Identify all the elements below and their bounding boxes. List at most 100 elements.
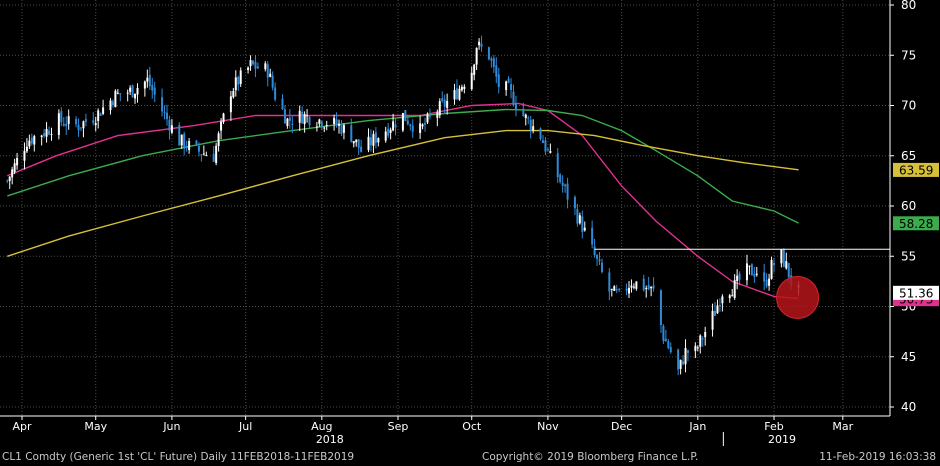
candle-body — [306, 115, 309, 117]
candle-body — [266, 64, 269, 78]
candle-body — [151, 84, 154, 91]
candle-body — [232, 90, 235, 98]
candle-body — [770, 260, 773, 279]
candle-body — [28, 140, 31, 147]
candle-body — [99, 113, 102, 116]
candle-body — [610, 288, 613, 290]
candle-body — [510, 84, 513, 91]
candle-body — [696, 347, 699, 349]
candle-body — [556, 153, 559, 178]
candle-body — [200, 154, 203, 156]
candle-body — [630, 285, 633, 288]
x-tick-label: Feb — [764, 420, 783, 433]
candle-body — [165, 112, 168, 120]
candle-body — [662, 325, 665, 342]
candle-body — [340, 123, 343, 134]
candle-body — [116, 92, 119, 94]
candle-body — [753, 273, 756, 277]
candle-body — [581, 216, 584, 232]
y-tick-label: 45 — [901, 350, 916, 364]
candle-body — [301, 111, 304, 124]
candle-body — [487, 47, 490, 60]
candle-body — [522, 108, 525, 117]
candle-body — [650, 286, 653, 289]
candle-body — [13, 163, 16, 172]
candle-body — [524, 114, 527, 119]
candle-body — [377, 138, 380, 143]
x-tick-label: Aug — [311, 420, 332, 433]
candle-body — [320, 121, 323, 128]
ma-value-box — [893, 216, 939, 231]
candle-body — [33, 136, 36, 145]
x-tick-label: May — [84, 420, 107, 433]
candle-body — [136, 88, 139, 95]
x-year-label: 2019 — [768, 433, 796, 446]
candle-body — [406, 120, 409, 125]
candle-body — [45, 128, 48, 137]
candle-body — [436, 112, 439, 118]
x-tick-label: Jul — [238, 420, 252, 433]
highlight-circle — [776, 275, 820, 319]
candle-body — [642, 278, 645, 291]
ma-value-box — [893, 162, 939, 177]
candle-body — [57, 113, 60, 135]
candle-body — [77, 124, 80, 131]
candle-body — [421, 124, 424, 127]
candle-body — [593, 246, 596, 256]
candle-body — [134, 93, 137, 99]
candle-body — [559, 174, 562, 183]
candle-body — [215, 145, 218, 164]
candle-body — [283, 109, 286, 124]
candle-body — [92, 120, 95, 124]
y-tick-label: 75 — [901, 48, 916, 62]
candle-body — [271, 75, 274, 88]
candle-body — [714, 310, 717, 316]
candle-body — [411, 125, 414, 132]
candle-body — [333, 117, 336, 124]
x-tick-label: Dec — [611, 420, 632, 433]
candle-body — [679, 359, 682, 369]
candle-body — [736, 275, 739, 281]
candle-body — [202, 153, 205, 155]
candle-body — [527, 117, 530, 119]
moving-average-line — [7, 129, 799, 257]
candle-body — [11, 169, 14, 178]
candle-body — [618, 288, 621, 290]
candle-body — [153, 87, 156, 95]
candle-body — [185, 146, 188, 149]
candle-body — [446, 100, 449, 108]
candle-body — [247, 67, 250, 71]
candle-body — [686, 350, 689, 353]
candle-body — [772, 262, 775, 266]
candle-body — [217, 133, 220, 146]
candle-body — [229, 96, 232, 113]
y-tick-label: 40 — [901, 400, 916, 414]
candle-body — [473, 64, 476, 75]
candle-body — [119, 93, 122, 95]
candle-body — [355, 139, 358, 143]
candle-body — [350, 125, 353, 143]
candle-body — [40, 135, 43, 138]
y-tick-label: 70 — [901, 99, 916, 113]
candle-body — [529, 119, 532, 131]
candle-body — [721, 296, 724, 304]
candle-body — [573, 196, 576, 209]
candle-body — [699, 335, 702, 347]
candle-body — [374, 132, 377, 144]
x-year-label: 2018 — [316, 433, 344, 446]
candle-body — [578, 215, 581, 224]
candle-body — [458, 88, 461, 100]
candle-body — [583, 227, 586, 231]
y-tick-label: 60 — [901, 199, 916, 213]
candle-body — [146, 77, 149, 82]
candle-body — [281, 98, 284, 110]
candle-body — [143, 81, 146, 89]
candle-body — [357, 139, 360, 148]
candle-body — [16, 158, 19, 166]
grid-layer — [0, 0, 890, 416]
candle-body — [335, 119, 338, 126]
candle-body — [126, 92, 129, 94]
candle-body — [419, 123, 422, 133]
candle-body — [659, 290, 662, 325]
candle-body — [264, 63, 267, 70]
